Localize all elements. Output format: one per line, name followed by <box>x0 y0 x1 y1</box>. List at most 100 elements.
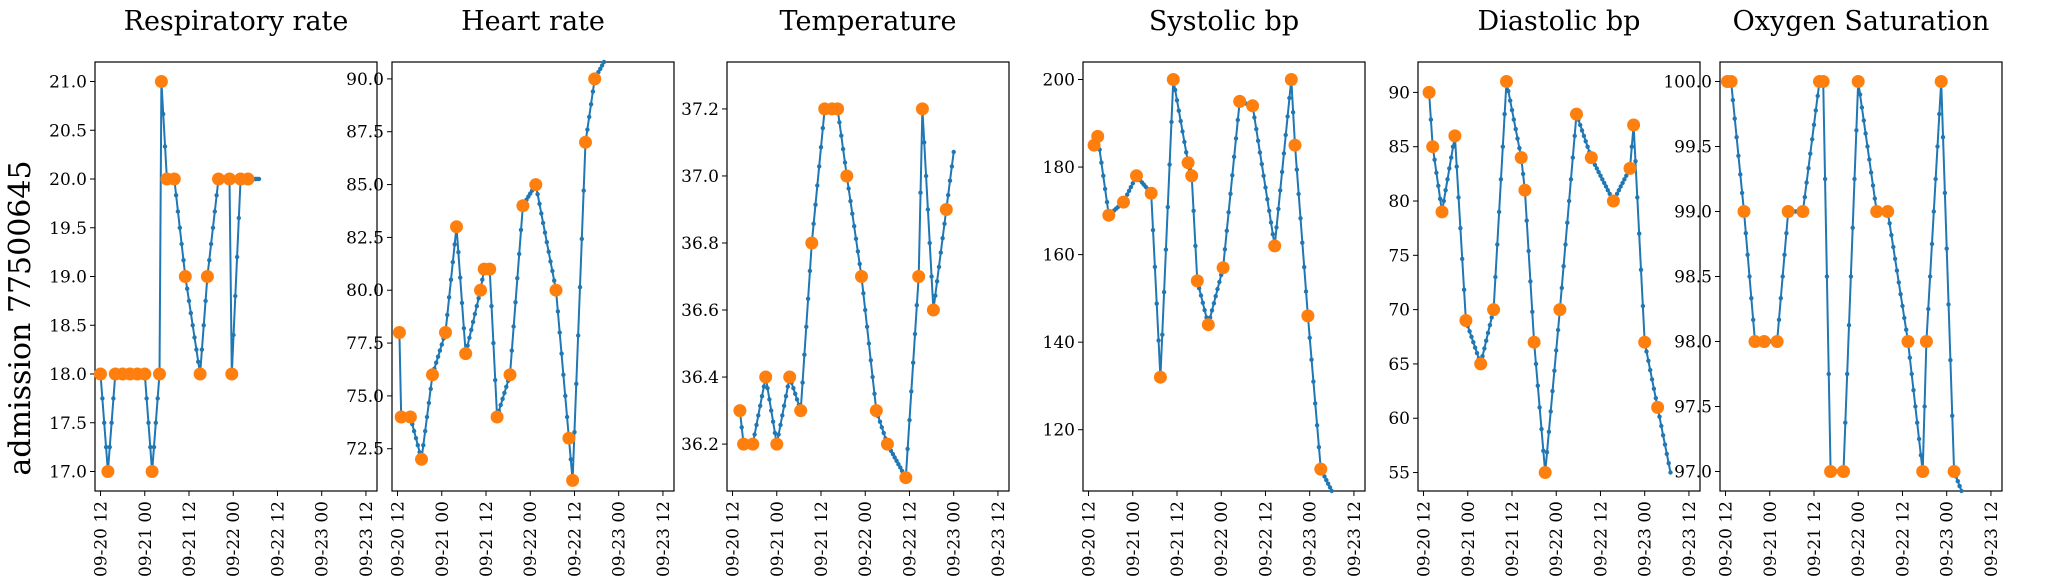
interpolated-point <box>535 192 540 197</box>
observation-marker <box>138 367 152 381</box>
x-tick-label: 09-22 12 <box>900 501 920 577</box>
plot-frame <box>391 61 675 492</box>
interpolated-point <box>815 183 820 188</box>
interpolated-point <box>1508 98 1513 103</box>
interpolated-point <box>1605 188 1611 193</box>
x-tick-label: 09-21 00 <box>1761 501 1781 577</box>
y-tick-label: 72.5 <box>346 440 384 460</box>
interpolated-point <box>872 391 877 396</box>
plot-frame <box>1417 61 1701 492</box>
interpolated-point <box>1259 161 1265 167</box>
interpolated-point <box>148 444 153 450</box>
x-tick-label: 09-20 12 <box>92 501 112 577</box>
interpolated-point <box>861 291 866 296</box>
observation-marker <box>415 452 428 466</box>
interpolated-point <box>1278 188 1283 193</box>
observation-marker <box>1514 151 1528 165</box>
interpolated-point <box>1285 114 1290 119</box>
observation-marker <box>474 283 487 297</box>
interpolated-point <box>1776 317 1782 322</box>
interpolated-point <box>231 332 236 338</box>
x-tick-label: 09-23 12 <box>357 501 377 577</box>
y-tick-label: 98.5 <box>1674 268 1712 288</box>
interpolated-point <box>940 236 945 241</box>
interpolated-point <box>793 391 798 396</box>
interpolated-point <box>881 430 886 436</box>
interpolated-point <box>1167 162 1172 167</box>
interpolated-point <box>598 66 603 72</box>
interpolated-point <box>780 413 785 418</box>
interpolated-point <box>1822 176 1828 182</box>
interpolated-point <box>1456 195 1461 200</box>
interpolated-point <box>852 224 857 229</box>
y-tick-label: 99.5 <box>1674 138 1712 158</box>
interpolated-point <box>914 303 919 308</box>
interpolated-point <box>1300 240 1305 245</box>
observation-marker <box>212 172 225 186</box>
x-tick-label: 09-23 12 <box>1982 501 2002 577</box>
interpolated-point <box>1747 274 1752 279</box>
interpolated-point <box>1732 116 1737 121</box>
interpolated-point <box>1637 231 1642 236</box>
interpolated-point <box>151 444 157 450</box>
interpolated-point <box>1160 332 1165 337</box>
interpolated-point <box>1233 136 1239 141</box>
observation-marker <box>1500 75 1513 88</box>
interpolated-point <box>102 420 107 425</box>
chart-panel-1: Heart rate 72.5 75.0 77.5 80.0 82.5 85.0 87.5 90… <box>346 6 675 577</box>
interpolated-point <box>1198 293 1204 298</box>
interpolated-point <box>513 300 518 305</box>
interpolated-point <box>1454 164 1459 169</box>
interpolated-point <box>415 443 420 448</box>
interpolated-point <box>1845 371 1850 377</box>
interpolated-point <box>1520 171 1526 177</box>
interpolated-point <box>1461 287 1467 292</box>
interpolated-point <box>894 458 899 463</box>
observation-marker <box>1201 318 1215 332</box>
interpolated-point <box>1624 173 1629 178</box>
chart-title: Oxygen Saturation <box>1733 6 1990 37</box>
interpolated-point <box>1495 242 1500 247</box>
observation-marker <box>783 370 797 384</box>
interpolated-point <box>1441 198 1447 204</box>
interpolated-point <box>203 298 208 304</box>
interpolated-point <box>1517 145 1522 151</box>
interpolated-point <box>1544 450 1550 455</box>
observation-marker <box>912 270 926 283</box>
observation-marker <box>1130 169 1143 183</box>
interpolated-point <box>1428 117 1434 122</box>
observation-marker <box>94 367 107 381</box>
interpolated-point <box>752 432 757 437</box>
interpolated-point <box>1581 133 1587 139</box>
observation-marker <box>1837 465 1850 478</box>
interpolated-point <box>1618 184 1623 189</box>
x-tick-label: 09-22 12 <box>1893 501 1913 577</box>
y-tick-label: 180 <box>1043 158 1075 178</box>
interpolated-point <box>450 259 455 265</box>
interpolated-point <box>1813 108 1819 113</box>
interpolated-point <box>1861 118 1867 123</box>
interpolated-point <box>474 303 479 309</box>
y-tick-label: 80 <box>1388 192 1410 212</box>
interpolated-point <box>1565 220 1570 225</box>
interpolated-point <box>214 193 219 198</box>
observation-marker <box>392 326 406 339</box>
x-tick-label: 09-22 00 <box>1849 501 1869 577</box>
interpolated-point <box>1552 368 1557 373</box>
interpolated-point <box>1226 210 1231 215</box>
interpolated-point <box>783 394 789 399</box>
interpolated-point <box>576 333 581 338</box>
observation-marker <box>939 203 953 216</box>
interpolated-point <box>1235 117 1241 123</box>
interpolated-point <box>1739 190 1745 196</box>
x-tick-label: 09-23 00 <box>610 501 630 577</box>
interpolated-point <box>1929 241 1935 247</box>
interpolated-point <box>173 193 179 198</box>
interpolated-point <box>927 240 932 246</box>
interpolated-point <box>1648 367 1653 373</box>
interpolated-point <box>936 264 942 270</box>
observation-marker <box>840 169 854 183</box>
interpolated-point <box>951 149 956 155</box>
interpolated-point <box>1327 485 1333 490</box>
interpolated-point <box>428 386 433 392</box>
